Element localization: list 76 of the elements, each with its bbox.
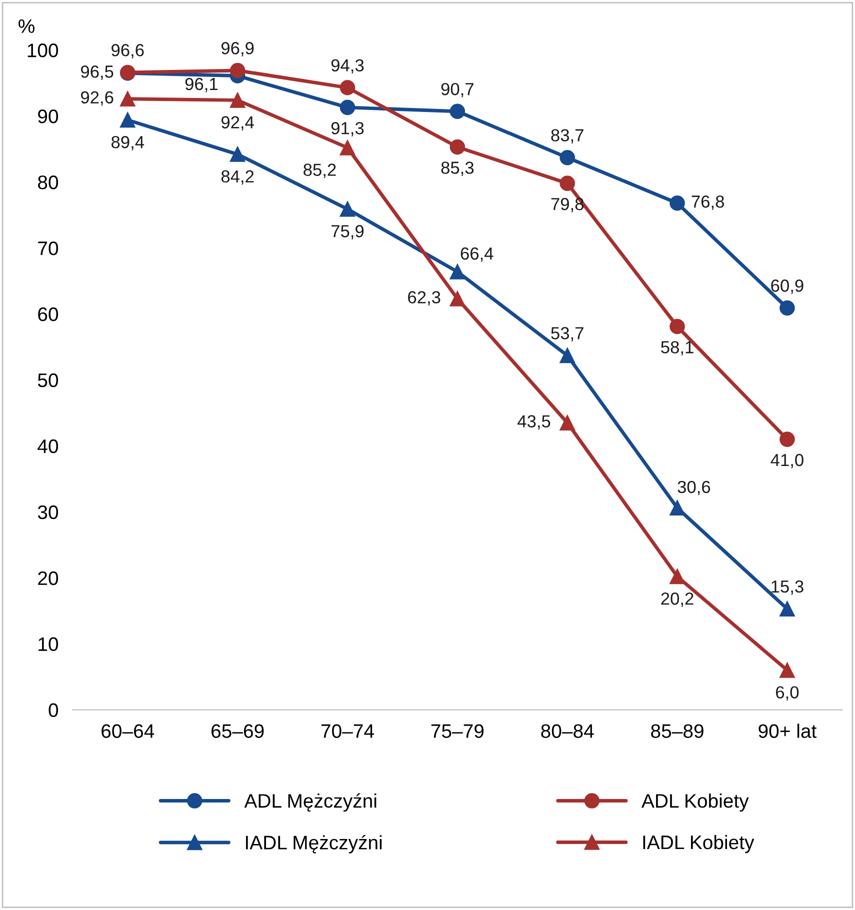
y-axis-title: % xyxy=(18,19,34,33)
point xyxy=(670,195,685,211)
point xyxy=(340,80,356,96)
point xyxy=(120,112,136,128)
x-tick-label: 70–74 xyxy=(321,724,374,738)
point xyxy=(560,415,575,430)
data-label: 92,4 xyxy=(221,116,254,131)
data-label: 96,1 xyxy=(185,78,218,92)
point xyxy=(670,318,685,334)
data-label: 6,0 xyxy=(776,686,799,701)
data-label: 76,8 xyxy=(692,195,724,210)
data-label: 62,3 xyxy=(408,291,440,306)
legend-label: IADL Kobiety xyxy=(643,834,754,854)
point xyxy=(780,662,795,678)
data-label: 84,2 xyxy=(221,170,254,185)
data-label: 79,8 xyxy=(551,198,584,212)
point xyxy=(450,291,466,306)
data-label: 41,0 xyxy=(770,454,804,468)
y-tick-label: 70 xyxy=(38,241,58,256)
point xyxy=(230,62,246,78)
data-label: 96,9 xyxy=(221,42,254,56)
y-tick-label: 40 xyxy=(38,439,58,454)
x-tick-label: 75–79 xyxy=(431,724,484,738)
x-tick-label: 60–64 xyxy=(102,724,154,738)
point xyxy=(340,140,356,156)
point xyxy=(340,100,356,116)
data-label: 85,3 xyxy=(441,162,474,176)
data-label: 43,5 xyxy=(518,415,550,430)
data-label: 91,3 xyxy=(331,122,364,136)
y-tick-label: 20 xyxy=(38,571,58,586)
point xyxy=(670,500,685,516)
x-tick-label: 65–69 xyxy=(212,724,264,738)
data-label: 89,4 xyxy=(112,136,144,150)
y-tick-label: 90 xyxy=(38,109,58,124)
point xyxy=(450,104,466,120)
x-tick-label: 85–89 xyxy=(651,724,704,738)
x-tick-label: 90+ lat xyxy=(758,724,817,738)
data-label: 85,2 xyxy=(304,164,336,178)
y-tick-label: 80 xyxy=(38,175,58,190)
y-tick-label: 0 xyxy=(48,703,58,718)
data-label: 66,4 xyxy=(460,247,494,262)
y-tick-label: 100 xyxy=(28,44,58,58)
point xyxy=(450,264,466,280)
data-label: 94,3 xyxy=(331,59,364,74)
data-label: 90,7 xyxy=(441,82,474,98)
point xyxy=(230,146,246,162)
point xyxy=(670,568,685,584)
point xyxy=(560,176,575,191)
point xyxy=(780,432,795,447)
data-label: 75,9 xyxy=(331,225,364,240)
point xyxy=(450,139,466,155)
data-label: 96,5 xyxy=(81,66,114,80)
data-label: 15,3 xyxy=(772,580,804,595)
y-tick-label: 10 xyxy=(38,637,58,652)
data-label: 60,9 xyxy=(771,280,804,294)
point xyxy=(120,91,136,107)
data-label: 83,7 xyxy=(551,129,584,144)
x-tick-label: 80–84 xyxy=(541,724,594,738)
data-label: 53,7 xyxy=(551,327,584,342)
y-tick-label: 60 xyxy=(38,307,58,322)
point xyxy=(340,201,356,217)
point xyxy=(780,601,795,616)
point xyxy=(780,300,795,316)
point xyxy=(230,92,246,108)
data-label: 58,1 xyxy=(661,341,694,356)
data-label: 92,6 xyxy=(81,91,114,106)
data-label: 96,6 xyxy=(112,44,144,58)
y-tick-label: 50 xyxy=(38,373,58,388)
legend-label: ADL Kobiety xyxy=(642,794,749,812)
data-label: 30,6 xyxy=(678,480,710,496)
data-label: 20,2 xyxy=(661,592,694,607)
legend-label: ADL Mężczyźni xyxy=(244,793,376,812)
point xyxy=(560,150,575,166)
legend-label: IADL Mężczyźni xyxy=(246,834,382,854)
y-tick-label: 30 xyxy=(38,505,58,520)
point xyxy=(560,348,575,364)
